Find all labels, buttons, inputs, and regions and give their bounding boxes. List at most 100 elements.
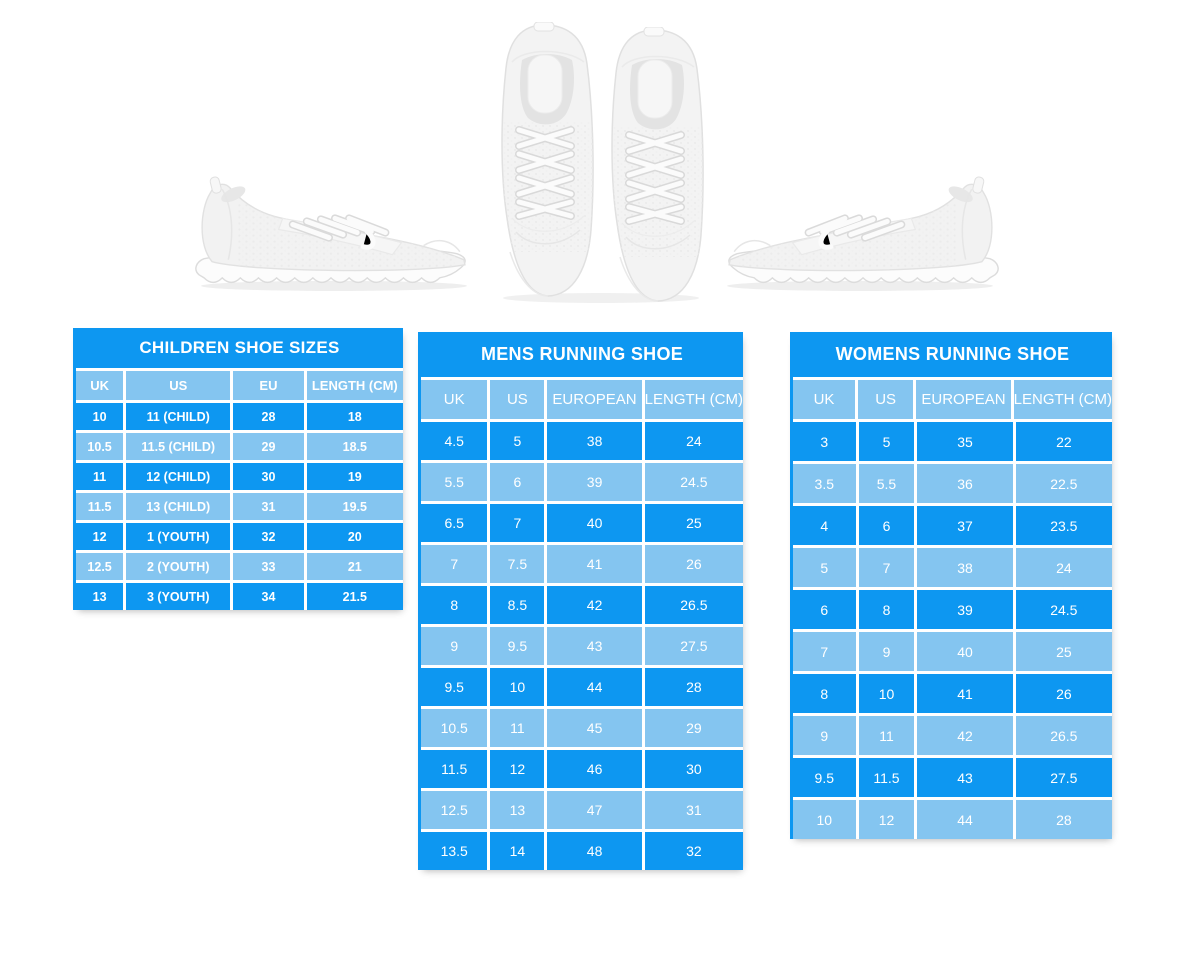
table-row: 9 11 42 26.5 xyxy=(793,716,1112,755)
table-cell: 46 xyxy=(547,750,642,788)
table-cell: 41 xyxy=(547,545,642,583)
table-cell: 7.5 xyxy=(490,545,545,583)
table-row: 12.5 13 47 31 xyxy=(421,791,743,829)
table-cell: 42 xyxy=(917,716,1013,755)
table-cell: 14 xyxy=(490,832,545,870)
table-cell: 31 xyxy=(233,493,304,520)
table-cell: 38 xyxy=(547,422,642,460)
table-row: 10 12 44 28 xyxy=(793,800,1112,839)
table-row: 5 7 38 24 xyxy=(793,548,1112,587)
column-header: LENGTH (CM) xyxy=(1013,380,1112,419)
table-cell: 10 xyxy=(858,674,915,713)
table-cell: 20 xyxy=(306,523,403,550)
table-cell: 47 xyxy=(547,791,642,829)
table-cell: 3 xyxy=(793,422,856,461)
table-row: 10.5 11.5 (CHILD) 29 18.5 xyxy=(76,433,403,460)
table-cell: 24.5 xyxy=(644,463,743,501)
table-cell: 27.5 xyxy=(1015,758,1112,797)
table-cell: 19.5 xyxy=(306,493,403,520)
table-row: 13.5 14 48 32 xyxy=(421,832,743,870)
table-cell: 10 xyxy=(76,403,124,430)
table-cell: 13.5 xyxy=(421,832,488,870)
table-row: 12.5 2 (YOUTH) 33 21 xyxy=(76,553,403,580)
table-cell: 21 xyxy=(306,553,403,580)
table-cell: 5.5 xyxy=(858,464,915,503)
table-cell: 44 xyxy=(917,800,1013,839)
table-body: 10 11 (CHILD) 28 18 10.5 11.5 (CHILD) 29 18.5 11… xyxy=(76,403,403,610)
table-row: 3.5 5.5 36 22.5 xyxy=(793,464,1112,503)
sneaker-pair-top-view-image xyxy=(490,22,712,306)
table-cell: 7 xyxy=(490,504,545,542)
table-cell: 10 xyxy=(490,668,545,706)
table-cell: 19 xyxy=(306,463,403,490)
table-cell: 24.5 xyxy=(1015,590,1112,629)
table-cell: 42 xyxy=(547,586,642,624)
table-cell: 11 xyxy=(76,463,124,490)
table-body: 3 5 35 22 3.5 5.5 36 22.5 4 6 37 23.5 5 7 38 24 6 8 39 24.5… xyxy=(793,422,1112,839)
table-cell: 25 xyxy=(1015,632,1112,671)
table-cell: 36 xyxy=(917,464,1013,503)
table-cell: 9.5 xyxy=(490,627,545,665)
table-cell: 18 xyxy=(306,403,403,430)
table-cell: 5 xyxy=(858,422,915,461)
column-header: EUROPEAN xyxy=(916,380,1011,419)
table-header-row: UK US EUROPEAN LENGTH (CM) xyxy=(421,380,743,419)
column-header: UK xyxy=(76,371,124,400)
table-cell: 7 xyxy=(421,545,488,583)
table-cell: 8 xyxy=(858,590,915,629)
table-row: 5.5 6 39 24.5 xyxy=(421,463,743,501)
table-row: 3 5 35 22 xyxy=(793,422,1112,461)
table-cell: 32 xyxy=(233,523,304,550)
womens-running-shoe-table: WOMENS RUNNING SHOE UK US EUROPEAN LENGTH (… xyxy=(790,332,1112,839)
table-cell: 44 xyxy=(547,668,642,706)
table-cell: 6.5 xyxy=(421,504,488,542)
table-cell: 38 xyxy=(917,548,1013,587)
table-cell: 4.5 xyxy=(421,422,488,460)
table-cell: 30 xyxy=(644,750,743,788)
table-cell: 23.5 xyxy=(1015,506,1112,545)
table-cell: 12 xyxy=(490,750,545,788)
table-cell: 39 xyxy=(547,463,642,501)
table-title: MENS RUNNING SHOE xyxy=(421,332,743,377)
table-cell: 11 xyxy=(858,716,915,755)
table-cell: 3 (YOUTH) xyxy=(126,583,231,610)
table-cell: 28 xyxy=(233,403,304,430)
table-row: 7 9 40 25 xyxy=(793,632,1112,671)
table-cell: 11.5 xyxy=(421,750,488,788)
table-cell: 13 xyxy=(490,791,545,829)
table-row: 11.5 13 (CHILD) 31 19.5 xyxy=(76,493,403,520)
column-header: UK xyxy=(793,380,855,419)
table-row: 9.5 10 44 28 xyxy=(421,668,743,706)
table-cell: 28 xyxy=(1015,800,1112,839)
table-cell: 7 xyxy=(858,548,915,587)
table-cell: 21.5 xyxy=(306,583,403,610)
table-cell: 43 xyxy=(547,627,642,665)
table-title: CHILDREN SHOE SIZES xyxy=(76,328,403,368)
table-cell: 9.5 xyxy=(793,758,856,797)
table-cell: 48 xyxy=(547,832,642,870)
table-row: 9 9.5 43 27.5 xyxy=(421,627,743,665)
table-cell: 29 xyxy=(233,433,304,460)
table-body: 4.5 5 38 24 5.5 6 39 24.5 6.5 7 40 25 7 7.5 41 26 8 8.5 42… xyxy=(421,422,743,870)
table-cell: 28 xyxy=(644,668,743,706)
mens-running-shoe-table: MENS RUNNING SHOE UK US EUROPEAN LENGTH (CM… xyxy=(418,332,743,870)
table-cell: 33 xyxy=(233,553,304,580)
table-cell: 12.5 xyxy=(76,553,124,580)
table-row: 11.5 12 46 30 xyxy=(421,750,743,788)
table-cell: 13 xyxy=(76,583,124,610)
table-cell: 13 (CHILD) xyxy=(126,493,231,520)
table-cell: 34 xyxy=(233,583,304,610)
table-cell: 9 xyxy=(793,716,856,755)
table-cell: 24 xyxy=(1015,548,1112,587)
table-cell: 11.5 xyxy=(76,493,124,520)
table-cell: 35 xyxy=(917,422,1013,461)
table-cell: 43 xyxy=(917,758,1013,797)
table-cell: 5.5 xyxy=(421,463,488,501)
table-cell: 1 (YOUTH) xyxy=(126,523,231,550)
table-cell: 40 xyxy=(917,632,1013,671)
table-row: 11 12 (CHILD) 30 19 xyxy=(76,463,403,490)
table-cell: 12 xyxy=(76,523,124,550)
table-cell: 41 xyxy=(917,674,1013,713)
table-cell: 11 xyxy=(490,709,545,747)
table-cell: 9 xyxy=(421,627,488,665)
